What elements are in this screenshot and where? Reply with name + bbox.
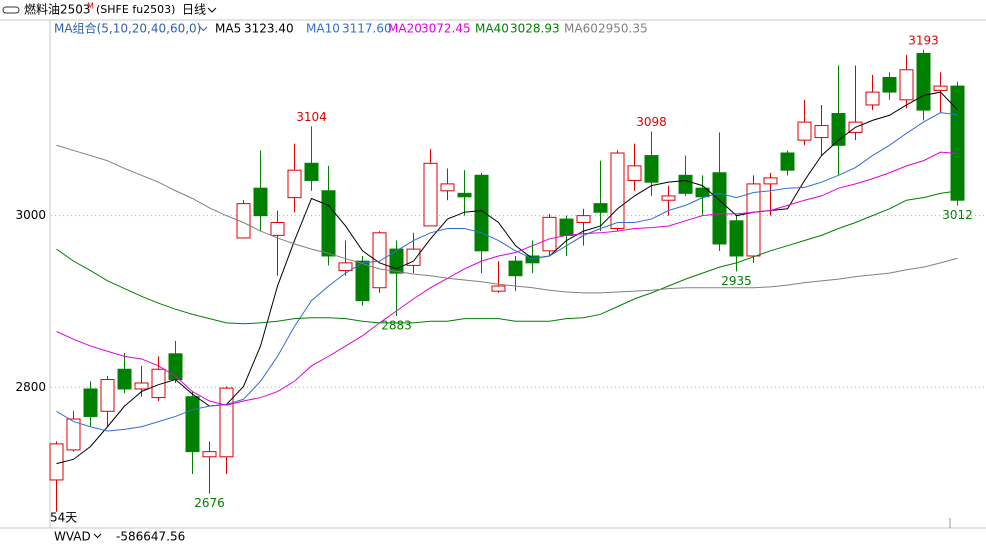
candle-body: [882, 76, 897, 93]
candle-body: [678, 174, 693, 194]
ma-group[interactable]: MA组合(5,10,20,40,60,0): [54, 21, 201, 36]
high-label: 3104: [296, 110, 327, 124]
candle-body: [576, 215, 591, 224]
indicator-value: -586647.56: [116, 530, 185, 544]
candle-body: [542, 216, 557, 252]
candle-body: [644, 155, 659, 183]
candle-body: [763, 177, 778, 185]
candle-body: [933, 85, 948, 91]
legend-name: MA5: [215, 22, 241, 36]
candle-body: [406, 248, 421, 266]
candle-body: [525, 255, 540, 264]
candle-body: [49, 443, 64, 481]
candle-body: [117, 368, 132, 390]
y-tick-label: 2800: [15, 380, 46, 394]
candle-body: [797, 121, 812, 141]
day-count: 54天: [50, 511, 77, 525]
high-label: 3193: [908, 34, 939, 48]
low-label: 2883: [381, 319, 412, 333]
candle-body: [899, 69, 914, 101]
candle-body: [134, 382, 149, 390]
symbol: (SHFE fu2503): [96, 3, 175, 16]
candle-body: [627, 165, 642, 181]
candle-body: [950, 85, 965, 201]
candle-body: [253, 187, 268, 217]
candle-body: [780, 152, 795, 171]
icon-shape: [2, 6, 20, 14]
legend-value: 2950.35: [598, 22, 648, 36]
candle-body: [712, 172, 727, 245]
period-chevron[interactable]: [207, 7, 217, 13]
legend-value: 3072.45: [421, 22, 471, 36]
indicator-chevron[interactable]: [93, 533, 102, 539]
candle-body: [372, 232, 387, 289]
window-icon[interactable]: [2, 6, 20, 14]
period[interactable]: 日线: [182, 3, 206, 17]
candle-body: [270, 222, 285, 236]
candle-body: [83, 388, 98, 417]
candle-body: [746, 183, 761, 257]
candle-body: [66, 418, 81, 451]
high-label: 3098: [636, 115, 667, 129]
candle-body: [185, 396, 200, 453]
candle-body: [389, 248, 404, 274]
candle-body: [355, 260, 370, 302]
ma-line: [56, 91, 958, 465]
legend-name: MA20: [388, 22, 422, 36]
candle-body: [814, 125, 829, 139]
legend-value: 3117.60: [342, 22, 392, 36]
candle-body: [474, 174, 489, 252]
ma-line: [56, 190, 958, 325]
candle-body: [100, 379, 115, 412]
legend-name: MA40: [475, 22, 509, 36]
candle-body: [729, 220, 744, 257]
candle-body: [151, 368, 166, 399]
candle-body: [610, 152, 625, 230]
y-tick-label: 3000: [15, 208, 46, 222]
candle-body: [338, 262, 353, 272]
ma-group-chevron[interactable]: [199, 26, 208, 32]
ma-line: [56, 144, 958, 294]
candle-body: [287, 169, 302, 199]
legend-value: 3028.93: [510, 22, 560, 36]
candle-body: [423, 162, 438, 227]
legend-name: MA60: [564, 22, 598, 36]
candle-body: [661, 195, 676, 201]
title: 燃料油2503: [24, 2, 91, 17]
candle-body: [865, 91, 880, 106]
candle-body: [508, 260, 523, 277]
indicator-name[interactable]: WVAD: [54, 530, 91, 544]
candle-body: [916, 52, 931, 111]
ma-line: [56, 112, 958, 432]
candle-body: [219, 387, 234, 458]
low-label: 2676: [194, 496, 225, 510]
legend-name: MA10: [306, 22, 340, 36]
candle-body: [695, 187, 710, 198]
title-badge: M: [87, 2, 94, 11]
low-label: 2935: [721, 274, 752, 288]
candle-body: [321, 190, 336, 257]
candle-body: [236, 203, 251, 239]
candle-body: [440, 183, 455, 192]
candle-body: [304, 162, 319, 181]
legend-value: 3123.40: [244, 22, 294, 36]
candle-body: [491, 285, 506, 292]
candle-body: [593, 203, 608, 213]
low-label: 3012: [942, 208, 973, 222]
candle-body: [457, 192, 472, 198]
candle-body: [202, 451, 217, 458]
ma-line: [56, 151, 958, 406]
candle-body: [559, 218, 574, 236]
